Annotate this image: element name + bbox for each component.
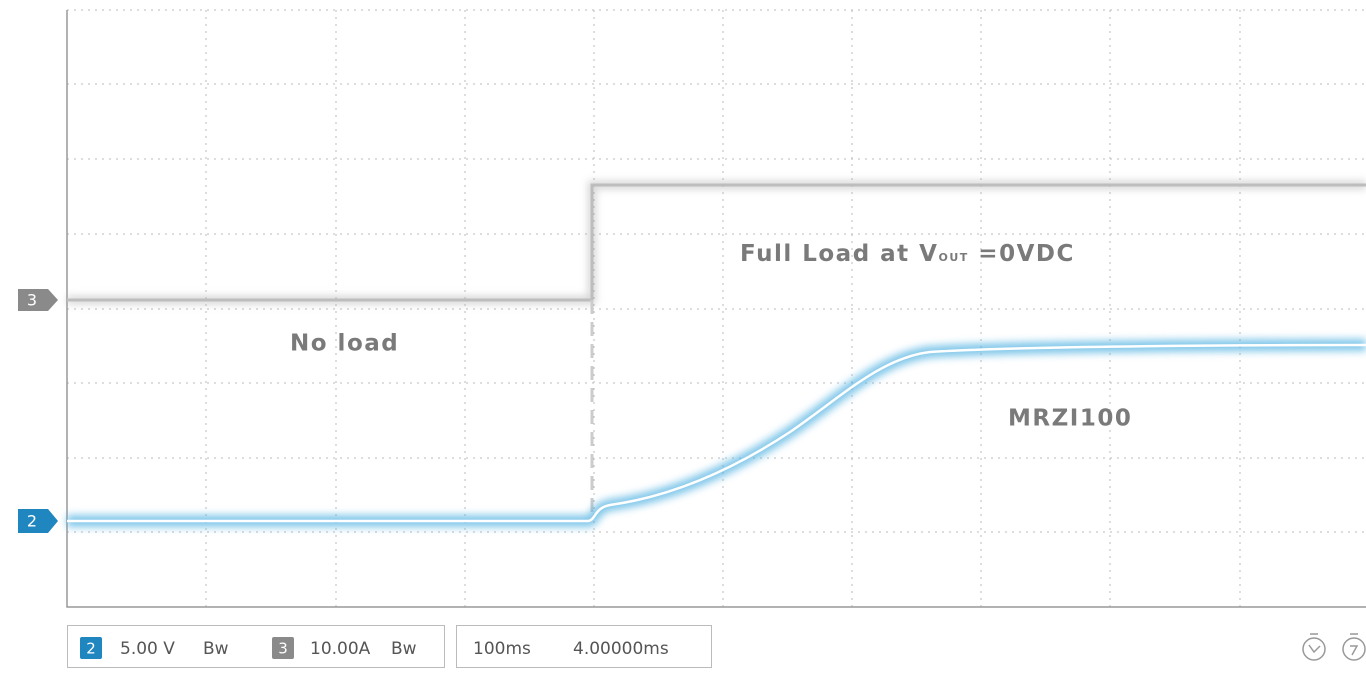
- status-icons[interactable]: [1302, 633, 1366, 661]
- channel-scale: 5.00 V: [120, 639, 175, 659]
- channel-badge: [80, 637, 102, 659]
- marker-label: 2: [27, 512, 37, 531]
- bandwidth: Bw: [203, 639, 229, 659]
- channel-scale: 10.00A: [310, 639, 371, 659]
- channel-badge: [272, 637, 294, 659]
- annotation-text: =0VDC: [969, 241, 1075, 267]
- annotation: Full Load at VOUT =0VDC: [740, 241, 1075, 267]
- badge-label: 3: [278, 640, 288, 658]
- annotation: MRZI100: [1008, 406, 1132, 432]
- bandwidth: Bw: [391, 639, 417, 659]
- trace-ch2: [67, 339, 1366, 527]
- annotation-text: Full Load at V: [740, 241, 939, 267]
- status-box[interactable]: [67, 625, 445, 668]
- timebase-box[interactable]: [456, 625, 712, 668]
- plot-frame: [66, 10, 1366, 608]
- timebase: 100ms: [473, 639, 531, 659]
- time-offset: 4.00000ms: [573, 639, 669, 659]
- badge-label: 2: [86, 640, 96, 658]
- channel-marker: 3: [18, 289, 58, 311]
- trace-ch3: [67, 181, 1366, 515]
- subscript: OUT: [939, 251, 969, 264]
- marker-label: 3: [27, 291, 37, 310]
- annotation: No load: [290, 331, 399, 357]
- channel-marker: 2: [18, 509, 58, 533]
